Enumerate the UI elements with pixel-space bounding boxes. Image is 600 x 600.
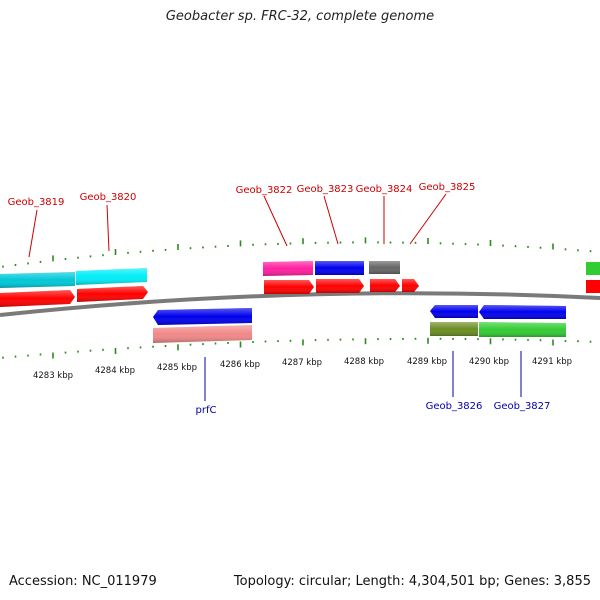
scale-label-4284: 4284 kbp (95, 366, 135, 376)
label-geob-3824[interactable]: Geob_3824 (356, 184, 413, 195)
scale-label-4291: 4291 kbp (532, 357, 572, 367)
label-geob-3827[interactable]: Geob_3827 (494, 401, 551, 412)
label-leader-lines (28, 193, 522, 401)
accession-text: Accession: NC_011979 (9, 574, 157, 589)
label-prfc[interactable]: prfC (196, 405, 217, 416)
label-geob-3822[interactable]: Geob_3822 (236, 185, 293, 196)
label-geob-3819[interactable]: Geob_3819 (8, 197, 65, 208)
inner-scale-ticks (2, 337, 592, 359)
label-geob-3823[interactable]: Geob_3823 (297, 184, 354, 195)
feature-shading (0, 261, 566, 343)
scale-label-4288: 4288 kbp (344, 357, 384, 367)
genome-backbone (0, 291, 600, 317)
scale-label-4290: 4290 kbp (469, 357, 509, 367)
scale-label-4289: 4289 kbp (407, 357, 447, 367)
scale-label-4285: 4285 kbp (157, 363, 197, 373)
genome-summary-text: Topology: circular; Length: 4,304,501 bp… (233, 574, 591, 589)
scale-label-4283: 4283 kbp (33, 371, 73, 381)
scale-label-4287: 4287 kbp (282, 358, 322, 368)
feature-right-edge-gene[interactable] (586, 262, 600, 275)
map-title: Geobacter sp. FRC-32, complete genome (165, 9, 435, 24)
scale-label-4286: 4286 kbp (220, 360, 260, 370)
label-geob-3825[interactable]: Geob_3825 (419, 182, 476, 193)
label-geob-3826[interactable]: Geob_3826 (426, 401, 483, 412)
outer-scale-ticks (2, 237, 592, 268)
label-geob-3820[interactable]: Geob_3820 (80, 192, 137, 203)
cds-right-edge[interactable] (586, 280, 600, 293)
